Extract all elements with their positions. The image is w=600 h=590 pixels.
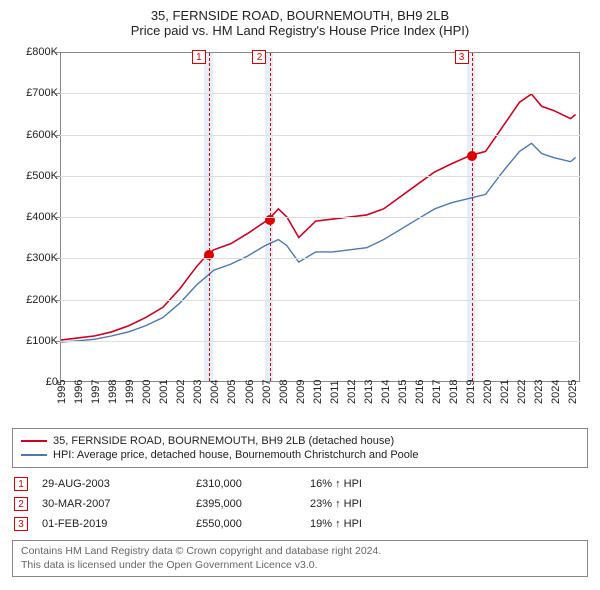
sale-marker-label: 2 bbox=[252, 50, 266, 64]
chart-subtitle: Price paid vs. HM Land Registry's House … bbox=[12, 23, 588, 38]
sale-price: £395,000 bbox=[196, 498, 296, 510]
y-tick-label: £400K bbox=[26, 211, 58, 223]
sale-diff: 23% ↑ HPI bbox=[310, 498, 430, 510]
y-tick-mark bbox=[56, 93, 60, 94]
sale-marker-label: 1 bbox=[192, 50, 206, 64]
sale-index-badge: 3 bbox=[14, 517, 28, 531]
gridline bbox=[60, 258, 580, 259]
legend-item: HPI: Average price, detached house, Bour… bbox=[21, 449, 579, 461]
legend-item: 35, FERNSIDE ROAD, BOURNEMOUTH, BH9 2LB … bbox=[21, 435, 579, 447]
sales-row: 3 01-FEB-2019 £550,000 19% ↑ HPI bbox=[12, 514, 588, 534]
y-tick-label: £100K bbox=[26, 335, 58, 347]
gridline bbox=[60, 300, 580, 301]
y-tick-label: £300K bbox=[26, 252, 58, 264]
gridline bbox=[60, 341, 580, 342]
y-tick-label: £800K bbox=[26, 46, 58, 58]
sale-index-badge: 1 bbox=[14, 477, 28, 491]
y-tick-label: £500K bbox=[26, 170, 58, 182]
legend-label: 35, FERNSIDE ROAD, BOURNEMOUTH, BH9 2LB … bbox=[53, 435, 394, 447]
sale-date: 30-MAR-2007 bbox=[42, 498, 182, 510]
gridline bbox=[60, 135, 580, 136]
legend-swatch bbox=[21, 454, 47, 456]
y-tick-mark bbox=[56, 217, 60, 218]
chart-title: 35, FERNSIDE ROAD, BOURNEMOUTH, BH9 2LB bbox=[12, 8, 588, 23]
sales-table: 1 29-AUG-2003 £310,000 16% ↑ HPI 2 30-MAR-200… bbox=[12, 474, 588, 534]
attribution-line-1: Contains HM Land Registry data © Crown c… bbox=[21, 545, 579, 559]
y-tick-label: £700K bbox=[26, 87, 58, 99]
chart-area: £0£100K£200K£300K£400K£500K£600K£700K£80… bbox=[12, 44, 588, 424]
y-tick-mark bbox=[56, 341, 60, 342]
gridline bbox=[60, 93, 580, 94]
gridline bbox=[60, 217, 580, 218]
sale-index-badge: 2 bbox=[14, 497, 28, 511]
sale-price: £550,000 bbox=[196, 518, 296, 530]
y-tick-mark bbox=[56, 258, 60, 259]
sale-marker-label: 3 bbox=[455, 50, 469, 64]
sale-price: £310,000 bbox=[196, 478, 296, 490]
y-tick-mark bbox=[56, 52, 60, 53]
y-tick-label: £200K bbox=[26, 294, 58, 306]
legend: 35, FERNSIDE ROAD, BOURNEMOUTH, BH9 2LB … bbox=[12, 428, 588, 468]
sale-diff: 19% ↑ HPI bbox=[310, 518, 430, 530]
attribution: Contains HM Land Registry data © Crown c… bbox=[12, 540, 588, 577]
series-hpi bbox=[61, 143, 576, 342]
y-tick-mark bbox=[56, 176, 60, 177]
attribution-line-2: This data is licensed under the Open Gov… bbox=[21, 559, 579, 573]
legend-swatch bbox=[21, 440, 47, 442]
legend-label: HPI: Average price, detached house, Bour… bbox=[53, 449, 418, 461]
sale-date: 01-FEB-2019 bbox=[42, 518, 182, 530]
y-tick-mark bbox=[56, 135, 60, 136]
y-tick-mark bbox=[56, 300, 60, 301]
sales-row: 1 29-AUG-2003 £310,000 16% ↑ HPI bbox=[12, 474, 588, 494]
sales-row: 2 30-MAR-2007 £395,000 23% ↑ HPI bbox=[12, 494, 588, 514]
x-tick-label: 2025 bbox=[567, 380, 600, 404]
y-tick-label: £600K bbox=[26, 129, 58, 141]
sale-date: 29-AUG-2003 bbox=[42, 478, 182, 490]
sale-marker-dot bbox=[467, 151, 477, 161]
sale-diff: 16% ↑ HPI bbox=[310, 478, 430, 490]
gridline bbox=[60, 176, 580, 177]
chart-container: 35, FERNSIDE ROAD, BOURNEMOUTH, BH9 2LB … bbox=[0, 0, 600, 585]
